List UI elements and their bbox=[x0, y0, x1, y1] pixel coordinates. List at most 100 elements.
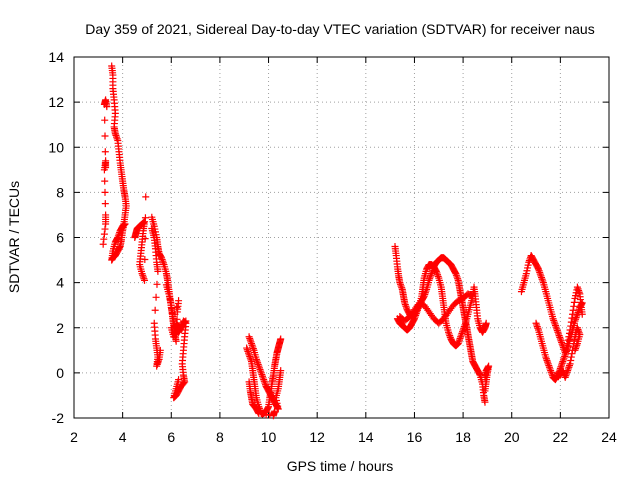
data-point bbox=[153, 280, 161, 288]
data-point bbox=[469, 292, 477, 300]
data-point bbox=[103, 103, 111, 111]
data-point bbox=[476, 370, 484, 378]
data-point bbox=[153, 360, 161, 368]
data-point bbox=[260, 376, 268, 384]
data-point bbox=[101, 177, 109, 185]
data-point bbox=[481, 398, 489, 406]
data-point bbox=[141, 255, 149, 263]
x-tick-label: 14 bbox=[358, 429, 374, 445]
data-point bbox=[574, 309, 582, 317]
data-point bbox=[567, 356, 575, 364]
data-point bbox=[542, 355, 550, 363]
data-point bbox=[121, 220, 129, 228]
chart-gridlines bbox=[74, 57, 609, 418]
data-point bbox=[100, 230, 108, 238]
x-axis-label: GPS time / hours bbox=[287, 458, 394, 474]
data-point bbox=[170, 329, 178, 337]
data-point bbox=[456, 334, 464, 342]
data-point bbox=[170, 333, 178, 341]
data-point bbox=[112, 131, 120, 139]
data-point bbox=[243, 346, 251, 354]
data-point bbox=[457, 331, 465, 339]
data-point bbox=[115, 230, 123, 238]
data-point bbox=[432, 267, 440, 275]
data-point bbox=[246, 336, 254, 344]
data-point bbox=[546, 365, 554, 373]
data-point bbox=[575, 307, 583, 315]
data-point bbox=[401, 299, 409, 307]
data-point bbox=[575, 288, 583, 296]
x-tick-label: 24 bbox=[601, 429, 617, 445]
data-point bbox=[553, 327, 561, 335]
data-point bbox=[570, 298, 578, 306]
data-point bbox=[159, 257, 167, 265]
data-point bbox=[532, 319, 540, 327]
data-point bbox=[533, 321, 541, 329]
data-point bbox=[158, 254, 166, 262]
data-point bbox=[398, 284, 406, 292]
data-point bbox=[111, 130, 119, 138]
data-point bbox=[552, 323, 560, 331]
data-point bbox=[434, 272, 442, 280]
data-point bbox=[271, 407, 279, 415]
data-point bbox=[454, 275, 462, 283]
y-tick-label: 6 bbox=[56, 230, 64, 246]
data-point bbox=[574, 325, 582, 333]
data-point bbox=[536, 268, 544, 276]
data-point bbox=[254, 360, 262, 368]
data-point bbox=[245, 333, 253, 341]
data-point bbox=[260, 377, 268, 385]
data-point bbox=[459, 326, 467, 334]
data-point bbox=[139, 273, 147, 281]
data-point bbox=[542, 353, 550, 361]
data-point bbox=[159, 259, 167, 267]
data-point bbox=[172, 337, 180, 345]
data-point bbox=[253, 357, 261, 365]
data-point bbox=[156, 346, 164, 354]
data-point bbox=[547, 367, 555, 375]
data-point bbox=[249, 343, 257, 351]
data-point bbox=[261, 379, 269, 387]
data-point bbox=[555, 330, 563, 338]
data-point bbox=[573, 340, 581, 348]
data-point bbox=[101, 200, 109, 208]
data-points bbox=[99, 62, 586, 420]
data-point bbox=[396, 279, 404, 287]
data-point bbox=[244, 347, 252, 355]
data-point bbox=[277, 367, 285, 375]
data-point bbox=[433, 269, 441, 277]
data-point bbox=[458, 329, 466, 337]
data-point bbox=[568, 350, 576, 358]
data-point bbox=[535, 267, 543, 275]
data-point bbox=[102, 211, 110, 219]
data-point bbox=[482, 319, 490, 327]
x-tick-label: 16 bbox=[407, 429, 423, 445]
data-point bbox=[142, 193, 150, 201]
data-point bbox=[544, 358, 552, 366]
data-point bbox=[460, 323, 468, 331]
y-tick-label: 0 bbox=[56, 365, 64, 381]
data-point bbox=[249, 345, 257, 353]
data-point bbox=[460, 324, 468, 332]
data-point bbox=[534, 324, 542, 332]
y-tick-label: 4 bbox=[56, 275, 64, 291]
data-point bbox=[548, 370, 556, 378]
data-point bbox=[545, 362, 553, 370]
data-point bbox=[445, 330, 453, 338]
data-point bbox=[575, 327, 583, 335]
data-point bbox=[539, 277, 547, 285]
data-point bbox=[572, 345, 580, 353]
data-point bbox=[153, 362, 161, 370]
data-point bbox=[139, 271, 147, 279]
data-point bbox=[481, 373, 489, 381]
data-point bbox=[566, 360, 574, 368]
x-tick-label: 2 bbox=[70, 429, 78, 445]
data-point bbox=[573, 341, 581, 349]
y-tick-label: 8 bbox=[56, 184, 64, 200]
data-point bbox=[534, 265, 542, 273]
data-point bbox=[255, 364, 263, 372]
data-point bbox=[171, 310, 179, 318]
data-point bbox=[252, 355, 260, 363]
data-point bbox=[258, 372, 266, 380]
data-point bbox=[570, 302, 578, 310]
